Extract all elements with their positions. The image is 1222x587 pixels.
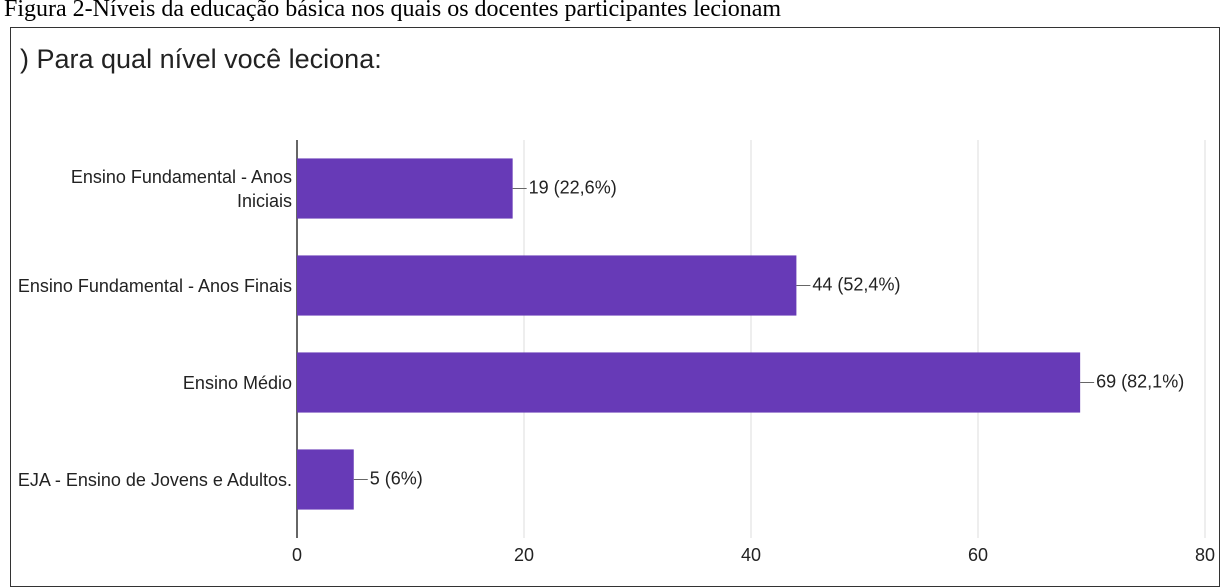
x-tick-label: 60 xyxy=(968,545,988,565)
bar xyxy=(297,158,513,219)
x-tick-label: 20 xyxy=(514,545,534,565)
value-label: 5 (6%) xyxy=(370,468,423,488)
y-tick-label: EJA - Ensino de Jovens e Adultos. xyxy=(17,469,292,490)
bar xyxy=(297,255,797,316)
page: {"caption": "Figura 2-Níveis da educação… xyxy=(4,0,1220,587)
value-label: 44 (52,4%) xyxy=(812,274,900,294)
figure-caption: Figura 2-Níveis da educação básica nos q… xyxy=(4,0,782,22)
chart: 0 20 40 60 80 19 (22,6%) 44 (52,4%) 69 (82,1%) 5… xyxy=(292,140,1215,565)
bar xyxy=(297,352,1081,413)
x-tick-label: 0 xyxy=(292,545,302,565)
value-label: 19 (22,6%) xyxy=(529,177,617,197)
y-tick-label: Ensino Fundamental - Anos Finais xyxy=(17,275,292,296)
x-tick-label: 80 xyxy=(1195,545,1215,565)
value-label: 69 (82,1%) xyxy=(1096,371,1184,391)
bar xyxy=(297,449,354,510)
y-tick-label: Ensino Fundamental - Anos Iniciais xyxy=(70,166,292,211)
chart-title: ) Para qual nível você leciona: xyxy=(20,44,382,74)
y-tick-label: Ensino Médio xyxy=(182,372,292,393)
x-tick-label: 40 xyxy=(741,545,761,565)
